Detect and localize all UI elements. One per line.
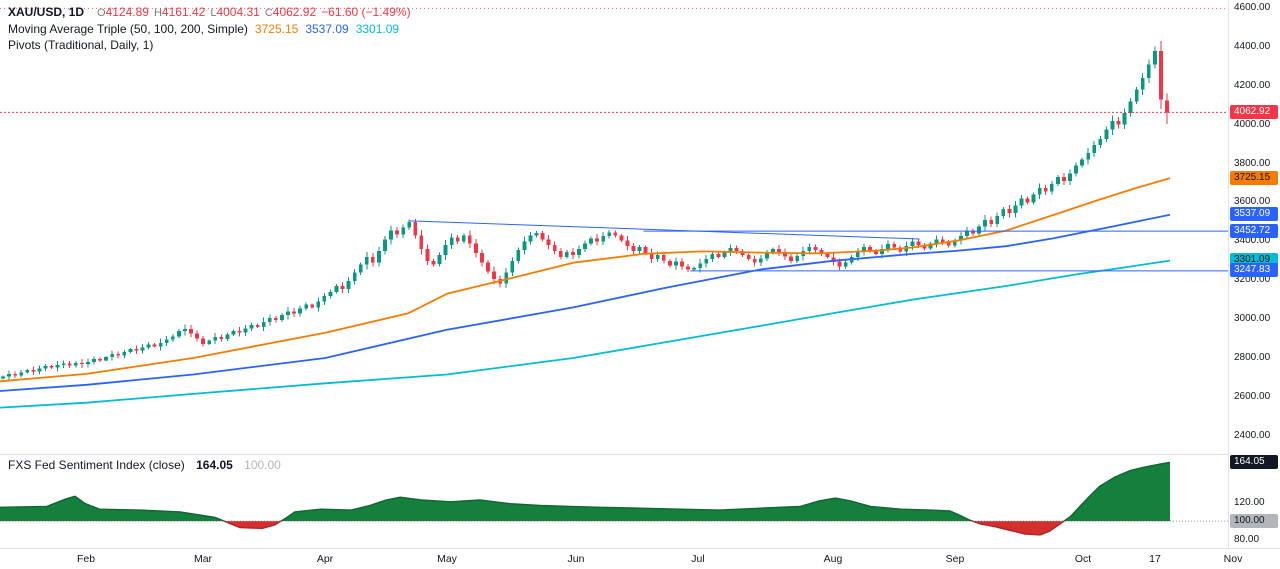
price-axis-label: 2600.00 <box>1234 390 1271 402</box>
time-axis-label: Sep <box>945 553 965 565</box>
pivots-legend-row[interactable]: Pivots (Traditional, Daily, 1) <box>8 37 411 53</box>
price-axis[interactable]: 4600.00 4400.00 4200.00 4000.00 3800.00 3600.… <box>1228 0 1280 548</box>
time-axis-label: May <box>437 553 457 565</box>
legend: XAU/USD, 1D O 4124.89 H 4161.42 L 4004.3… <box>8 4 411 53</box>
sentiment-indicator-name: FXS Fed Sentiment Index (close) <box>8 458 185 472</box>
time-axis-label: Mar <box>193 553 213 565</box>
main-price-chart[interactable] <box>0 0 1228 455</box>
ohlc-l-value: 4004.31 <box>216 5 260 19</box>
sentiment-baseline-value: 100.00 <box>244 458 281 472</box>
time-axis[interactable]: Feb Mar Apr May Jun Jul Aug Sep Oct 17 Nov <box>0 548 1280 569</box>
sentiment-last-value: 164.05 <box>196 458 233 472</box>
sentiment-value-badge: 164.05 <box>1230 454 1278 469</box>
sub-axis-label: 120.00 <box>1234 496 1265 508</box>
time-axis-label: 17 <box>1149 553 1161 565</box>
ma-legend-row[interactable]: Moving Average Triple (50, 100, 200, Sim… <box>8 21 411 37</box>
time-axis-label: Apr <box>316 553 334 565</box>
candles-series[interactable] <box>1 41 1169 380</box>
pivot-s-badge: 3247.83 <box>1230 263 1278 278</box>
sentiment-baseline-badge: 100.00 <box>1230 513 1278 528</box>
time-axis-label: Jul <box>691 553 705 565</box>
ma100-badge: 3537.09 <box>1230 207 1278 222</box>
ma-indicator-name: Moving Average Triple (50, 100, 200, Sim… <box>8 22 248 36</box>
ma50-value: 3725.15 <box>254 22 299 36</box>
price-axis-label: 3200.00 <box>1234 274 1271 286</box>
ma-line-2[interactable] <box>0 213 1171 392</box>
ma-line-1[interactable] <box>0 177 1171 383</box>
ohlc-l-label: L <box>210 7 217 19</box>
price-axis-label: 4600.00 <box>1234 2 1271 13</box>
ma100-value: 3537.09 <box>305 22 349 36</box>
pane-divider[interactable] <box>0 454 1228 455</box>
price-axis-label: 2800.00 <box>1234 352 1271 363</box>
time-axis-label: Jun <box>567 553 585 565</box>
trendline-1[interactable] <box>409 220 920 240</box>
price-axis-label: 4200.00 <box>1234 79 1271 91</box>
price-axis-label: 4400.00 <box>1234 40 1271 52</box>
ohlc-h-label: H <box>153 7 162 19</box>
ma200-value: 3301.09 <box>355 22 400 36</box>
time-axis-label: Aug <box>823 553 843 565</box>
sentiment-legend-row[interactable]: FXS Fed Sentiment Index (close) 164.05 1… <box>8 458 281 472</box>
time-axis-label: Feb <box>76 553 96 565</box>
change-value: −61.60 (−1.49%) <box>321 5 411 19</box>
price-axis-label: 3000.00 <box>1234 313 1271 325</box>
ohlc-c-value: 4062.92 <box>272 5 317 19</box>
time-axis-label: Nov <box>1223 553 1243 565</box>
symbol-legend-row[interactable]: XAU/USD, 1D O 4124.89 H 4161.42 L 4004.3… <box>8 4 411 21</box>
last-price-badge: 4062.92 <box>1230 104 1278 119</box>
ohlc-o-value: 4124.89 <box>105 5 149 19</box>
price-axis-label: 4000.00 <box>1234 118 1271 130</box>
symbol-title: XAU/USD, 1D <box>8 5 85 19</box>
price-axis-label: 3400.00 <box>1234 235 1271 247</box>
sentiment-indicator-chart[interactable] <box>0 455 1228 548</box>
ma50-badge: 3725.15 <box>1230 170 1278 185</box>
ohlc-h-value: 4161.42 <box>161 5 206 19</box>
ohlc-o-label: O <box>97 7 106 19</box>
sentiment-area-series[interactable] <box>0 461 1171 536</box>
price-axis-label: 3800.00 <box>1234 157 1271 169</box>
pivots-indicator-name: Pivots (Traditional, Daily, 1) <box>8 38 154 52</box>
ohlc-c-label: C <box>264 7 273 19</box>
time-axis-label: Oct <box>1074 553 1092 565</box>
ma-line-3[interactable] <box>0 259 1171 409</box>
price-axis-label: 2400.00 <box>1234 429 1271 441</box>
price-axis-label: 3600.00 <box>1234 196 1271 208</box>
sub-axis-label: 80.00 <box>1234 533 1260 545</box>
pivot-r-badge: 3452.72 <box>1230 223 1278 238</box>
